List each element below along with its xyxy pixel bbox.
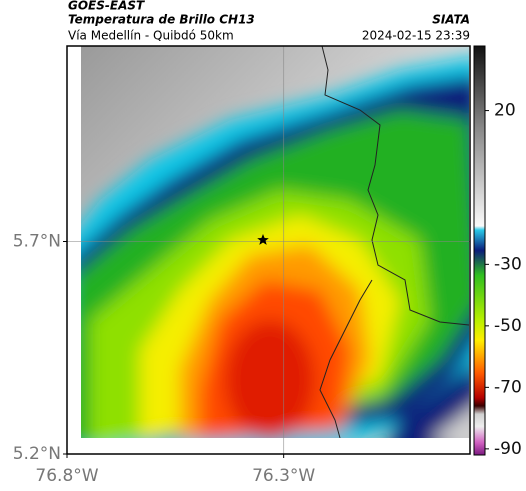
y-tick-label: 5.2°N xyxy=(13,444,61,464)
x-tick-label: 76.8°W xyxy=(35,466,98,486)
colorbar-tick-label: -70 xyxy=(494,377,522,397)
colorbar-tick-label: 20 xyxy=(494,101,516,121)
imagery xyxy=(81,46,469,438)
title: GOES-EAST xyxy=(68,0,145,13)
colorbar-tick-label: -90 xyxy=(494,439,522,459)
region: Vía Medellín - Quibdó 50km xyxy=(68,29,234,43)
timestamp: 2024-02-15 23:39 xyxy=(362,29,470,43)
colorbar-tick-label: -30 xyxy=(494,254,522,274)
map-frame xyxy=(66,45,471,455)
colorbar-tick-label: -50 xyxy=(494,316,522,336)
location-marker xyxy=(257,234,269,245)
source: SIATA xyxy=(432,13,470,27)
x-tick-label: 76.3°W xyxy=(252,466,315,486)
subtitle: Temperatura de Brillo CH13 xyxy=(68,13,255,27)
grid xyxy=(67,46,470,454)
colorbar xyxy=(473,45,486,456)
y-tick-label: 5.7°N xyxy=(13,232,61,252)
